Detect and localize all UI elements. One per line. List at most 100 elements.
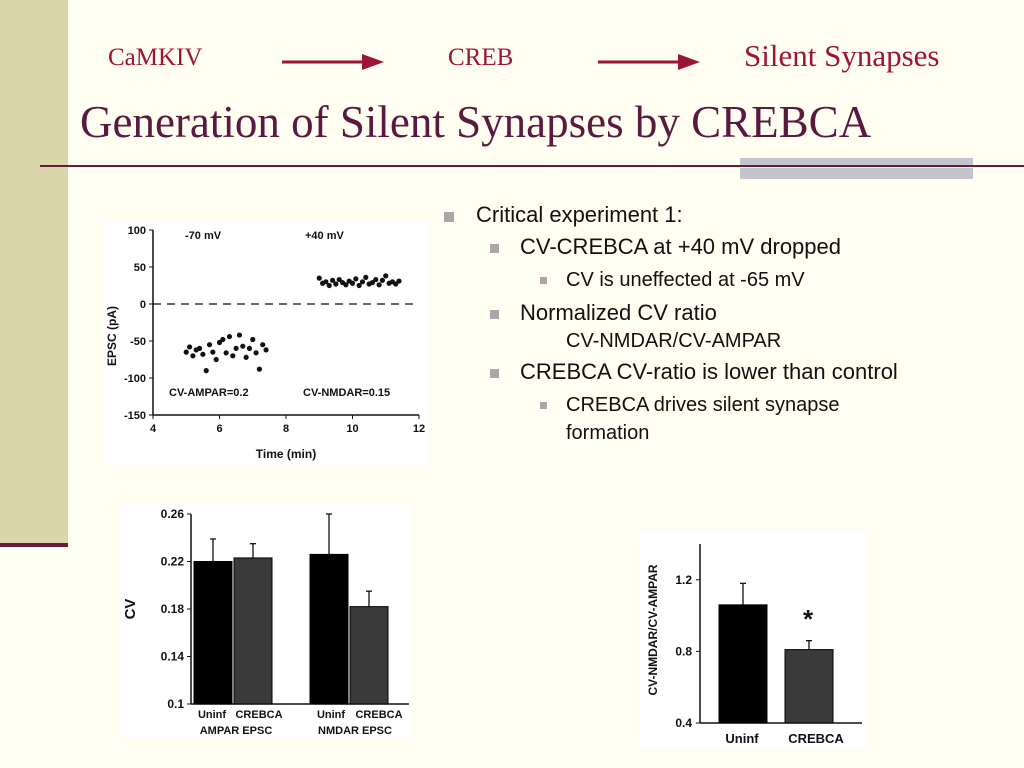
cv-cat-1: Uninf [198, 709, 226, 721]
scatter-point [253, 350, 259, 356]
scatter-point [263, 347, 269, 353]
significance-star: * [803, 604, 814, 634]
ratio-cat-crebca: CREBCA [788, 731, 844, 746]
scatter-point [336, 276, 342, 283]
scatter-point [213, 356, 219, 363]
y-tick-label: -50 [130, 336, 146, 348]
ratio-bar [718, 604, 768, 724]
scatter-point [356, 282, 362, 289]
bullet-square-icon [490, 310, 499, 319]
scatter-point [246, 345, 253, 351]
scatter-point [316, 275, 322, 281]
scatter-point [196, 345, 203, 351]
scatter-point [383, 273, 389, 279]
scatter-point [210, 349, 216, 355]
cv-y-tick-label: 0.14 [161, 650, 185, 664]
rule-decoration-top [740, 158, 973, 165]
x-tick-label: 10 [346, 423, 358, 435]
bullet-list: Critical experiment 1: CV-CREBCA at +40 … [438, 202, 1018, 453]
scatter-point [353, 276, 359, 282]
cv-cat-4: CREBCA [355, 709, 402, 721]
sidebar-underline [0, 543, 68, 547]
scatter-point [343, 282, 349, 288]
x-axis-label: Time (min) [256, 447, 316, 461]
cv-y-tick-label: 0.22 [161, 555, 185, 569]
ratio-bar-panel: CV-NMDAR/CV-AMPAR Uninf CREBCA * 1.2 0.8 0… [640, 530, 866, 750]
scatter-point [190, 353, 196, 359]
cv-bar-panel: CV Uninf CREBCA Uninf CREBCA AMPAR EPSC … [121, 505, 412, 740]
scatter-point [256, 366, 262, 372]
scatter-point [216, 339, 223, 346]
scatter-point [363, 274, 369, 280]
slide-title: Generation of Silent Synapses by CREBCA [80, 97, 872, 147]
cv-group-nmdar: NMDAR EPSC [318, 725, 392, 737]
scatter-point [236, 332, 243, 338]
scatter-point [369, 279, 376, 286]
x-tick-label: 4 [150, 423, 157, 435]
scatter-point [260, 342, 266, 348]
scatter-point [203, 368, 209, 374]
cv-group-ampar: AMPAR EPSC [200, 725, 273, 737]
title-rule [40, 165, 1024, 167]
rule-decoration-bottom [740, 168, 973, 179]
scatter-point [233, 345, 239, 351]
cv-bar [349, 606, 389, 705]
cv-y-axis-label: CV [122, 599, 139, 620]
bullet-level2: CREBCA CV-ratio is lower than control [438, 359, 1018, 385]
cv-cat-3: Uninf [317, 709, 345, 721]
scatter-point [220, 336, 226, 343]
y-tick-label: 50 [134, 262, 146, 274]
scatter-point [323, 279, 329, 285]
bullet-level3: CV is uneffected at -65 mV [438, 266, 1018, 294]
scatter-point [326, 282, 332, 289]
scatter-point [240, 343, 246, 349]
bullet-square-icon [540, 277, 547, 284]
scatter-point [183, 349, 189, 355]
y-tick-label: 100 [128, 225, 146, 237]
bullet-square-icon [444, 212, 454, 222]
ratio-y-tick-label: 0.4 [675, 716, 692, 730]
cv-bar [309, 553, 349, 705]
scatter-point [359, 279, 366, 285]
scatter-point [230, 353, 236, 359]
scatter-point [226, 333, 233, 340]
scatter-point [250, 336, 256, 343]
epsc-scatter-panel: EPSC (pA) Time (min) -70 mV +40 mV CV-AM… [103, 220, 430, 465]
cv-bar [233, 557, 273, 705]
ratio-bar [784, 649, 834, 724]
pathway-step-camkiv: CaMKIV [108, 44, 203, 71]
epsc-scatter-chart: EPSC (pA) Time (min) -70 mV +40 mV CV-AM… [105, 225, 425, 461]
scatter-point [186, 344, 193, 350]
pathway-arrow-2 [598, 54, 700, 70]
scatter-point [223, 350, 229, 356]
y-tick-label: -150 [124, 410, 146, 422]
y-tick-label: 0 [140, 299, 146, 311]
bullet-level1: Critical experiment 1: [438, 202, 1018, 228]
scatter-point [379, 277, 386, 283]
scatter-point [349, 280, 356, 286]
cv-y-tick-label: 0.26 [161, 507, 185, 521]
annotation-plus40: +40 mV [305, 230, 344, 242]
ratio-y-axis-label: CV-NMDAR/CV-AMPAR [646, 564, 660, 695]
scatter-point [376, 282, 382, 288]
annotation-cv-ampar: CV-AMPAR=0.2 [169, 387, 249, 399]
annotation-minus70: -70 mV [185, 230, 222, 242]
cv-cat-2: CREBCA [235, 709, 282, 721]
annotation-cv-nmdar: CV-NMDAR=0.15 [303, 387, 390, 399]
pathway-arrow-1 [282, 54, 384, 70]
ratio-y-tick-label: 0.8 [675, 644, 692, 658]
cv-bar [193, 561, 233, 705]
bullet-square-icon [490, 369, 499, 378]
ratio-y-tick-label: 1.2 [675, 573, 692, 587]
bullet-square-icon [540, 402, 547, 409]
bullet-continuation: CV-NMDAR/CV-AMPAR [566, 330, 782, 352]
cv-y-tick-label: 0.18 [161, 602, 185, 616]
scatter-point [200, 351, 206, 357]
scatter-point [393, 281, 399, 287]
scatter-point [243, 354, 249, 360]
cv-bar-chart: CV Uninf CREBCA Uninf CREBCA AMPAR EPSC … [122, 507, 409, 737]
y-tick-label: -100 [124, 373, 146, 385]
x-tick-label: 6 [216, 423, 222, 435]
bullet-level2: CV-CREBCA at +40 mV dropped [438, 234, 1018, 260]
y-axis-label: EPSC (pA) [105, 306, 119, 366]
